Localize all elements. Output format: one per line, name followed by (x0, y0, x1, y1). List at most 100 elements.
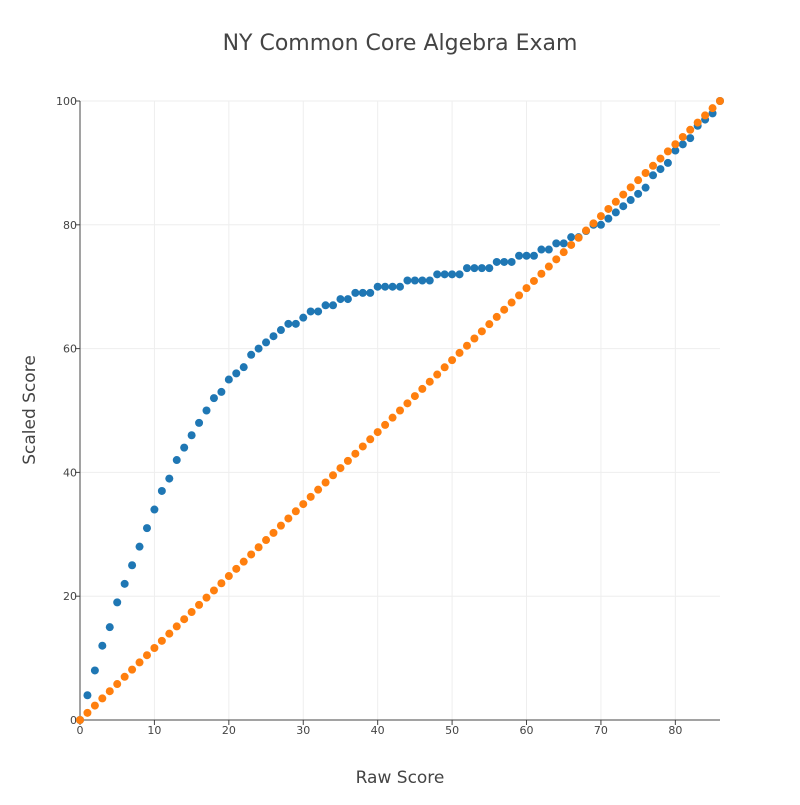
series-1-point (403, 276, 412, 285)
series-2-point (544, 262, 553, 271)
series-2-point (574, 233, 583, 242)
series-1-point (559, 239, 568, 248)
series-1-point (172, 456, 181, 465)
series-2-point (641, 168, 650, 177)
series-2-point (195, 600, 204, 609)
series-2-point (656, 154, 665, 163)
series-1-point (314, 307, 323, 316)
series-1-point (232, 369, 241, 378)
y-tick-label: 100 (56, 95, 77, 108)
grid-lines (80, 100, 720, 720)
x-tick-label: 80 (668, 724, 682, 737)
axes (79, 101, 720, 721)
series-1-point (269, 332, 278, 341)
series-2-point (366, 435, 375, 444)
series-2-point (515, 291, 524, 300)
series-1-point (128, 561, 137, 570)
series-2-point (582, 226, 591, 235)
series-2-point (649, 161, 658, 170)
series-2-point (224, 572, 233, 581)
series-2-point (440, 363, 449, 372)
series-1-point (83, 691, 92, 700)
series-1-point (195, 418, 204, 427)
x-tick-label: 20 (222, 724, 236, 737)
y-axis-title: Scaled Score (20, 355, 40, 465)
series-2-point (604, 204, 613, 213)
series-2-point (239, 557, 248, 566)
x-tick-label: 60 (520, 724, 534, 737)
series-1-point (433, 270, 442, 279)
series-1-point (381, 282, 390, 291)
series-1-point (157, 486, 166, 495)
y-tick-label: 40 (63, 466, 77, 479)
series-2-point (678, 132, 687, 141)
series-1-point (544, 245, 553, 254)
series-2-point (619, 190, 628, 199)
series-2-point (470, 334, 479, 343)
series-2-point (351, 449, 360, 458)
series-1-point (98, 641, 107, 650)
series-1-point (336, 295, 345, 304)
series-1-point (678, 140, 687, 149)
series-2-point (708, 104, 717, 113)
series-2-point (202, 593, 211, 602)
series-2-point (477, 327, 486, 336)
series-2-point (403, 399, 412, 408)
series-2-point (358, 442, 367, 451)
series-1-point (142, 524, 151, 533)
series-1-point (396, 282, 404, 291)
series-1-point (120, 579, 129, 588)
x-tick-label: 30 (296, 724, 310, 737)
series-1-point (388, 282, 397, 291)
series-2-points (76, 97, 724, 724)
series-1-point (306, 307, 315, 316)
series-2-point (611, 197, 620, 206)
series-1-point (641, 183, 650, 192)
series-2-point (83, 708, 92, 717)
series-2-point (314, 485, 323, 494)
series-2-point (120, 672, 129, 681)
series-2-point (522, 284, 531, 293)
series-1-point (358, 288, 367, 297)
series-1-point (329, 301, 338, 310)
series-1-points (76, 97, 724, 724)
series-1-point (276, 326, 285, 335)
series-1-point (671, 146, 680, 155)
series-1-point (552, 239, 561, 248)
series-1-point (254, 344, 263, 353)
series-1-point (448, 270, 457, 279)
series-2-point (142, 651, 151, 660)
series-1-point (477, 264, 486, 273)
series-1-point (105, 623, 114, 632)
y-tick-label: 0 (70, 714, 77, 727)
series-2-point (90, 701, 99, 710)
series-1-point (299, 313, 308, 322)
series-1-point (202, 406, 211, 415)
series-2-point (455, 348, 464, 357)
series-1-point (135, 542, 144, 551)
series-2-point (418, 384, 427, 393)
series-1-point (634, 189, 643, 198)
series-1-point (462, 264, 471, 273)
series-1-point (649, 171, 658, 180)
series-2-point (98, 694, 107, 703)
series-1-point (247, 350, 256, 359)
series-1-point (224, 375, 233, 384)
series-1-point (507, 257, 516, 266)
series-2-point (105, 687, 114, 696)
data-points (76, 97, 724, 724)
series-1-point (373, 282, 382, 291)
series-2-point (448, 356, 457, 365)
x-tick-label: 70 (594, 724, 608, 737)
series-2-point (589, 219, 598, 228)
series-1-point (492, 257, 501, 266)
series-2-point (157, 636, 166, 645)
series-1-point (284, 319, 293, 328)
series-2-point (596, 212, 605, 221)
x-tick-label: 50 (445, 724, 459, 737)
series-1-point (500, 257, 509, 266)
series-1-point (567, 233, 576, 242)
series-1-point (262, 338, 271, 347)
series-1-point (485, 264, 494, 273)
